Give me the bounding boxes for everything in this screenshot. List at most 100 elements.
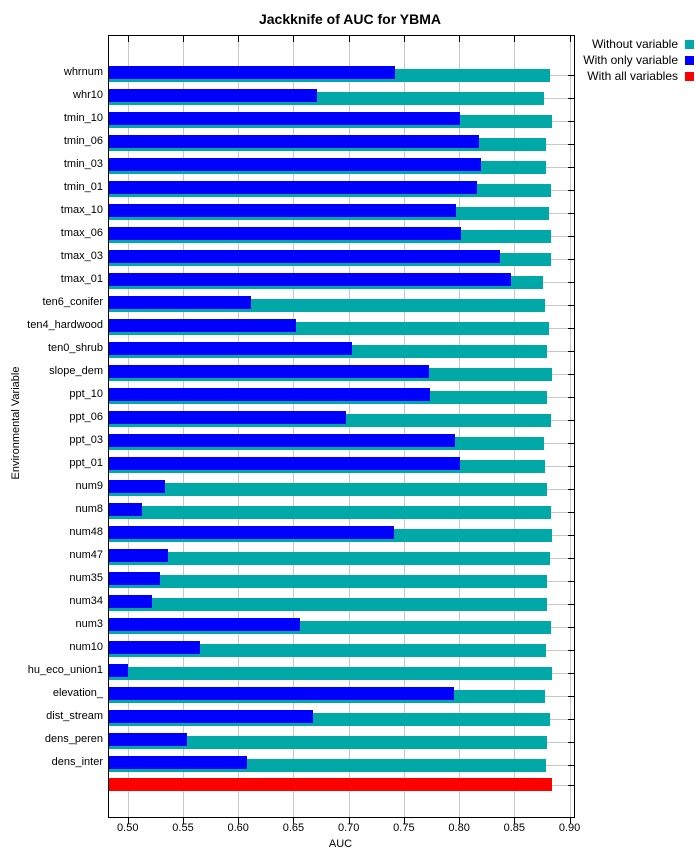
with-only-variable-bar bbox=[109, 434, 455, 447]
category-label: ten4_hardwood bbox=[27, 318, 103, 331]
axis-tick bbox=[568, 580, 574, 582]
with-only-variable-bar bbox=[109, 365, 430, 378]
axis-tick bbox=[568, 189, 574, 191]
category-label: ppt_10 bbox=[69, 387, 103, 400]
category-label: dens_peren bbox=[44, 732, 103, 745]
category-label: num3 bbox=[75, 617, 103, 630]
category-label: num48 bbox=[69, 525, 103, 538]
with-all-variables-bar bbox=[109, 778, 552, 791]
legend-item: Without variable bbox=[583, 36, 694, 52]
with-only-variable-bar bbox=[109, 618, 301, 631]
axis-tick bbox=[183, 818, 184, 824]
without-variable-bar bbox=[109, 643, 547, 657]
without-variable-bar bbox=[109, 574, 548, 588]
with-only-variable-bar bbox=[109, 227, 462, 240]
legend-label: With all variables bbox=[587, 69, 678, 83]
x-tick-label: 0.60 bbox=[227, 822, 249, 834]
with-only-variable-bar bbox=[109, 687, 454, 700]
with-only-variable-bar bbox=[109, 572, 160, 585]
category-label: elevation_ bbox=[52, 686, 103, 699]
axis-tick bbox=[514, 818, 516, 824]
category-label: ppt_06 bbox=[69, 410, 103, 423]
with-only-variable-bar bbox=[109, 503, 143, 516]
category-label: dist_stream bbox=[46, 709, 103, 722]
category-label: tmax_06 bbox=[60, 226, 103, 239]
with-only-variable-bar bbox=[109, 296, 252, 309]
with-only-variable-bar bbox=[109, 250, 500, 263]
category-label: tmin_03 bbox=[63, 157, 103, 170]
gridline bbox=[238, 36, 240, 817]
with-only-variable-bar bbox=[109, 641, 200, 654]
category-label: num47 bbox=[69, 548, 103, 561]
with-only-variable-bar bbox=[109, 457, 461, 470]
axis-tick bbox=[568, 488, 574, 490]
chart-title: Jackknife of AUC for YBMA bbox=[258, 11, 442, 27]
category-label: hu_eco_union1 bbox=[27, 663, 103, 676]
without-variable-bar bbox=[109, 666, 552, 680]
category-label: tmin_06 bbox=[63, 134, 103, 147]
x-tick-label: 0.90 bbox=[558, 822, 581, 834]
axis-tick bbox=[568, 511, 574, 513]
axis-tick bbox=[568, 442, 574, 444]
without-variable-bar bbox=[109, 551, 550, 565]
category-label: ppt_01 bbox=[69, 456, 103, 469]
with-only-variable-bar bbox=[109, 710, 314, 723]
category-label: ten6_conifer bbox=[42, 295, 103, 308]
with-only-variable-bar bbox=[109, 595, 153, 608]
category-label: tmax_03 bbox=[60, 249, 103, 262]
legend-label: Without variable bbox=[591, 37, 678, 51]
axis-tick bbox=[568, 120, 574, 122]
axis-tick bbox=[568, 741, 574, 743]
with-only-variable-bar bbox=[109, 342, 352, 355]
gridline bbox=[127, 36, 129, 817]
x-tick-label: 0.80 bbox=[448, 822, 470, 834]
legend-swatch bbox=[685, 71, 694, 81]
axis-tick bbox=[568, 672, 574, 674]
with-only-variable-bar bbox=[109, 135, 479, 148]
x-tick-label: 0.75 bbox=[393, 822, 415, 834]
axis-tick bbox=[568, 327, 574, 329]
axis-tick bbox=[568, 557, 574, 559]
legend-label: With only variable bbox=[583, 53, 678, 67]
category-label: num8 bbox=[75, 502, 103, 515]
axis-tick bbox=[568, 465, 574, 467]
axis-tick bbox=[568, 784, 574, 786]
axis-tick bbox=[238, 36, 240, 42]
axis-tick bbox=[568, 419, 574, 421]
category-label: dens_inter bbox=[51, 755, 103, 768]
gridline bbox=[569, 36, 571, 817]
axis-tick bbox=[183, 36, 184, 42]
with-only-variable-bar bbox=[109, 204, 456, 217]
with-only-variable-bar bbox=[109, 480, 166, 493]
with-only-variable-bar bbox=[109, 756, 248, 769]
axis-tick bbox=[568, 350, 574, 352]
axis-tick bbox=[568, 235, 574, 237]
category-label: num34 bbox=[69, 594, 103, 607]
with-only-variable-bar bbox=[109, 526, 394, 539]
legend: Without variable With only variable With a… bbox=[583, 36, 694, 84]
axis-tick bbox=[127, 36, 129, 42]
category-label: num9 bbox=[75, 479, 103, 492]
category-label: tmin_10 bbox=[63, 111, 103, 124]
x-tick-label: 0.85 bbox=[503, 822, 526, 834]
axis-tick bbox=[568, 304, 574, 306]
axis-tick bbox=[403, 818, 405, 824]
axis-tick bbox=[348, 36, 350, 42]
axis-tick bbox=[568, 97, 574, 99]
plot-area bbox=[108, 35, 575, 818]
axis-tick bbox=[568, 534, 574, 536]
category-label: num10 bbox=[69, 640, 103, 653]
with-only-variable-bar bbox=[109, 66, 396, 79]
gridline bbox=[183, 36, 184, 817]
axis-tick bbox=[568, 212, 574, 214]
axis-tick bbox=[459, 818, 461, 824]
axis-tick bbox=[568, 258, 574, 260]
axis-tick bbox=[568, 166, 574, 168]
legend-item: With all variables bbox=[583, 68, 694, 84]
category-label: tmin_01 bbox=[63, 180, 103, 193]
category-label: slope_dem bbox=[49, 364, 103, 377]
axis-tick bbox=[293, 818, 295, 824]
axis-tick bbox=[238, 818, 240, 824]
axis-tick bbox=[568, 74, 574, 76]
with-only-variable-bar bbox=[109, 549, 168, 562]
